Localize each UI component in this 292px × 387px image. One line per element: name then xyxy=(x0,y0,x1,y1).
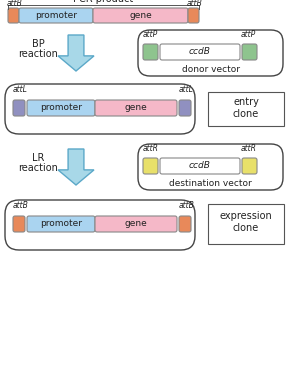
FancyBboxPatch shape xyxy=(95,100,177,116)
Text: attL: attL xyxy=(13,85,28,94)
Text: attR: attR xyxy=(143,144,159,153)
Text: ccdB: ccdB xyxy=(189,161,211,171)
Text: donor vector: donor vector xyxy=(182,65,239,74)
FancyBboxPatch shape xyxy=(13,100,25,116)
FancyBboxPatch shape xyxy=(242,158,257,174)
FancyBboxPatch shape xyxy=(8,8,19,23)
FancyBboxPatch shape xyxy=(93,8,188,23)
Text: PCR product: PCR product xyxy=(73,0,134,4)
FancyBboxPatch shape xyxy=(143,44,158,60)
FancyBboxPatch shape xyxy=(160,44,240,60)
Bar xyxy=(208,204,284,244)
Text: expression: expression xyxy=(220,211,272,221)
FancyBboxPatch shape xyxy=(179,100,191,116)
Text: clone: clone xyxy=(233,223,259,233)
FancyBboxPatch shape xyxy=(179,216,191,232)
Text: attR: attR xyxy=(241,144,257,153)
Text: reaction: reaction xyxy=(18,49,58,59)
Text: promoter: promoter xyxy=(40,219,82,228)
FancyBboxPatch shape xyxy=(188,8,199,23)
Text: clone: clone xyxy=(233,109,259,119)
Text: attL: attL xyxy=(179,85,194,94)
Text: gene: gene xyxy=(125,103,147,113)
Text: gene: gene xyxy=(125,219,147,228)
Text: LR: LR xyxy=(32,153,44,163)
Text: attB: attB xyxy=(187,0,203,7)
FancyBboxPatch shape xyxy=(160,158,240,174)
Text: destination vector: destination vector xyxy=(169,178,252,187)
FancyBboxPatch shape xyxy=(27,100,95,116)
Text: attB: attB xyxy=(179,201,195,210)
Text: reaction: reaction xyxy=(18,163,58,173)
FancyBboxPatch shape xyxy=(242,44,257,60)
Polygon shape xyxy=(58,35,94,71)
Polygon shape xyxy=(58,149,94,185)
Text: BP: BP xyxy=(32,39,44,49)
FancyBboxPatch shape xyxy=(95,216,177,232)
FancyBboxPatch shape xyxy=(13,216,25,232)
Text: attB: attB xyxy=(7,0,23,7)
Text: ccdB: ccdB xyxy=(189,48,211,57)
Text: gene: gene xyxy=(129,11,152,20)
Text: attP: attP xyxy=(143,30,158,39)
FancyBboxPatch shape xyxy=(27,216,95,232)
Text: attP: attP xyxy=(241,30,256,39)
Bar xyxy=(208,92,284,126)
Text: promoter: promoter xyxy=(35,11,77,20)
FancyBboxPatch shape xyxy=(143,158,158,174)
FancyBboxPatch shape xyxy=(19,8,93,23)
Text: entry: entry xyxy=(233,97,259,107)
Text: attB: attB xyxy=(13,201,29,210)
Text: promoter: promoter xyxy=(40,103,82,113)
